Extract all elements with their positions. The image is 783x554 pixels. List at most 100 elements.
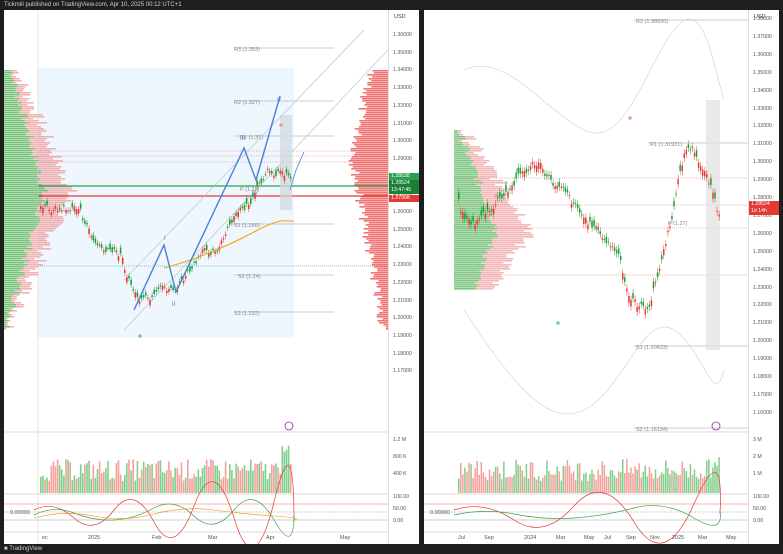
volume-bar: [220, 479, 223, 493]
profile-bar: [454, 212, 488, 214]
profile-bar: [38, 176, 61, 178]
profile-bar: [4, 196, 43, 198]
profile-bar: [367, 216, 388, 218]
candle-body: [208, 253, 210, 257]
volume-bar: [44, 479, 46, 493]
left-price-axis[interactable]: USD 1.36000 1.35000 1.34000 1.33000 1.32000 1…: [388, 10, 419, 544]
candle-body: [607, 241, 610, 243]
profile-bar: [11, 310, 17, 312]
candle-body: [126, 277, 128, 283]
profile-bar: [4, 202, 41, 204]
r-event-icon: [711, 421, 721, 431]
volume-bar: [599, 475, 601, 493]
volume-bar: [90, 478, 92, 493]
candle-body: [691, 146, 694, 149]
volume-bar: [172, 477, 174, 493]
profile-bar: [358, 132, 388, 134]
profile-bar: [493, 246, 526, 248]
candle-body: [275, 170, 277, 177]
right-chart-panel[interactable]: R2 (1.38830) R1 (1.31931) P (1.27) S1 (1…: [424, 10, 776, 544]
volume-bar: [224, 461, 227, 493]
candle-body: [501, 193, 503, 199]
l-price-tick: 1.36000: [393, 32, 412, 38]
profile-bar: [39, 160, 63, 162]
profile-bar: [4, 262, 25, 264]
profile-bar: [377, 320, 388, 322]
profile-bar: [4, 318, 6, 320]
profile-bar: [454, 174, 478, 176]
profile-bar: [4, 316, 11, 318]
profile-bar: [454, 284, 479, 286]
volume-bar: [663, 473, 665, 493]
profile-bar: [454, 244, 488, 246]
volume-bar: [492, 471, 495, 493]
profile-bar: [454, 146, 469, 148]
profile-bar: [4, 106, 23, 108]
footer-brand[interactable]: TradingView: [9, 546, 43, 552]
profile-bar: [4, 290, 15, 292]
profile-bar: [489, 216, 519, 218]
volume-bar: [476, 460, 478, 493]
profile-bar: [44, 186, 72, 188]
volume-bar: [669, 474, 671, 493]
profile-bar: [20, 284, 32, 286]
profile-bar: [359, 120, 388, 122]
profile-bar: [23, 250, 38, 252]
profile-bar: [454, 198, 484, 200]
volume-bar: [644, 465, 647, 493]
volume-bar: [574, 480, 577, 493]
candle-body: [505, 184, 507, 192]
profile-bar: [31, 242, 51, 244]
profile-bar: [368, 222, 388, 224]
left-price-chart[interactable]: R3 (1.353) R2 (1.327) R1 (1.31) P (1.28)…: [4, 10, 388, 544]
profile-bar: [454, 238, 493, 240]
profile-bar: [4, 218, 40, 220]
volume-bar: [63, 475, 65, 493]
candle-body: [634, 299, 636, 302]
candle-body: [488, 210, 491, 213]
volume-bar: [675, 472, 677, 493]
volume-bar: [239, 470, 242, 493]
profile-bar: [15, 96, 23, 98]
profile-bar: [469, 150, 482, 152]
right-price-axis[interactable]: USD 1.38000 1.37000 1.36000 1.35000 1.34000 1…: [748, 10, 779, 544]
profile-bar: [454, 182, 484, 184]
r-price-tick: 1.32000: [753, 123, 772, 130]
profile-bar: [14, 290, 23, 292]
candle-body: [462, 212, 464, 219]
profile-bar: [454, 252, 488, 254]
profile-bar: [367, 74, 388, 76]
volume-bar: [88, 460, 90, 493]
r-pivot-label-s1: S1 (1.20623): [636, 345, 668, 351]
volume-bar: [718, 457, 720, 493]
profile-bar: [16, 86, 26, 88]
profile-bar: [4, 90, 16, 92]
profile-bar: [4, 224, 39, 226]
volume-bar: [630, 467, 632, 493]
profile-bar: [4, 210, 41, 212]
volume-bar: [115, 462, 118, 493]
volume-bar: [130, 470, 132, 493]
volume-bar: [180, 462, 183, 493]
candle-body: [587, 224, 589, 230]
wave-label-iii: III: [240, 136, 245, 142]
volume-bar: [568, 465, 571, 493]
r-price-tag-1: 1.28524: [749, 201, 779, 208]
profile-bar: [18, 104, 28, 106]
candle-body: [576, 204, 579, 208]
profile-bar: [362, 100, 388, 102]
volume-bar: [231, 470, 233, 493]
wave-label-iv: IV: [252, 192, 258, 198]
right-price-chart[interactable]: R2 (1.38830) R1 (1.31931) P (1.27) S1 (1…: [424, 10, 776, 544]
left-chart-panel[interactable]: R3 (1.353) R2 (1.327) R1 (1.31) P (1.28)…: [4, 10, 388, 544]
profile-bar: [368, 230, 388, 232]
profile-bar: [29, 240, 48, 242]
profile-bar: [370, 272, 388, 274]
profile-bar: [470, 148, 484, 150]
candle-body: [542, 168, 544, 173]
profile-bar: [4, 298, 12, 300]
volume-bar: [73, 475, 76, 493]
profile-bar: [383, 324, 388, 326]
profile-bar: [354, 182, 388, 184]
profile-bar: [373, 266, 388, 268]
